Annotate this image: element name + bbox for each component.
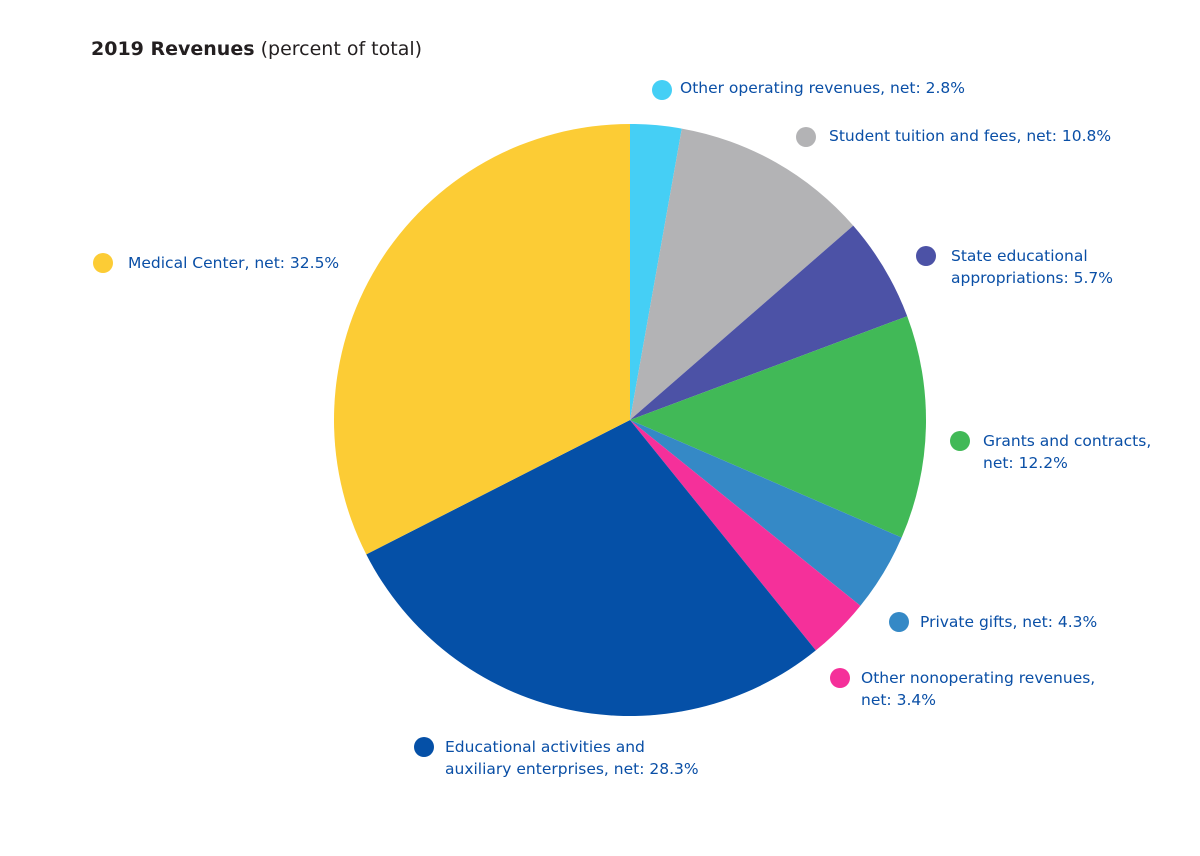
pie-slice-other-operating xyxy=(630,124,682,420)
slice-label-student-tuition: Student tuition and fees, net: 10.8% xyxy=(829,125,1111,147)
pie-slice-other-nonoperating xyxy=(630,420,861,651)
legend-marker-medical-center xyxy=(93,253,113,273)
slice-label-line: Private gifts, net: 4.3% xyxy=(920,613,1098,631)
slice-label-line: auxiliary enterprises, net: 28.3% xyxy=(445,760,699,778)
slice-label-line: net: 3.4% xyxy=(861,691,936,709)
legend-marker-private-gifts xyxy=(889,612,909,632)
slice-label-medical-center: Medical Center, net: 32.5% xyxy=(128,252,339,274)
slice-label-educational-activities: Educational activities and auxiliary ente… xyxy=(445,736,699,780)
legend-marker-grants-contracts xyxy=(950,431,970,451)
slice-label-other-nonoperating: Other nonoperating revenues, net: 3.4% xyxy=(861,667,1095,711)
slice-label-line: Other nonoperating revenues, xyxy=(861,669,1096,687)
legend-marker-other-nonoperating xyxy=(830,668,850,688)
slice-label-line: appropriations: 5.7% xyxy=(951,269,1114,287)
chart-title-bold: 2019 Revenues xyxy=(91,38,255,60)
pie-slice-grants-contracts xyxy=(630,316,927,538)
pie-slice-educational-activities xyxy=(366,420,816,716)
slice-label-grants-contracts: Grants and contracts, net: 12.2% xyxy=(983,430,1151,474)
slice-label-line: State educational xyxy=(951,247,1088,265)
pie-slice-student-tuition xyxy=(630,128,854,420)
slice-label-state-appropriations: State educational appropriations: 5.7% xyxy=(951,245,1113,289)
pie-slice-state-appropriations xyxy=(630,225,908,420)
slice-label-line: Medical Center, net: 32.5% xyxy=(128,254,340,272)
slice-label-line: Grants and contracts, xyxy=(983,432,1152,450)
chart-title-subtitle: (percent of total) xyxy=(260,38,423,60)
pie-slice-private-gifts xyxy=(630,420,902,606)
legend-marker-student-tuition xyxy=(796,127,816,147)
slice-label-line: Student tuition and fees, net: 10.8% xyxy=(829,127,1112,145)
slice-label-line: Other operating revenues, net: 2.8% xyxy=(680,79,965,97)
legend-marker-state-appropriations xyxy=(916,246,936,266)
slice-label-line: net: 12.2% xyxy=(983,454,1068,472)
legend-marker-other-operating xyxy=(652,80,672,100)
chart-title: 2019 Revenues (percent of total) xyxy=(91,38,422,60)
slice-label-line: Educational activities and xyxy=(445,738,645,756)
pie-slice-medical-center xyxy=(333,123,630,555)
slice-label-private-gifts: Private gifts, net: 4.3% xyxy=(920,611,1097,633)
legend-marker-educational-activities xyxy=(414,737,434,757)
slice-label-other-operating: Other operating revenues, net: 2.8% xyxy=(680,77,965,99)
